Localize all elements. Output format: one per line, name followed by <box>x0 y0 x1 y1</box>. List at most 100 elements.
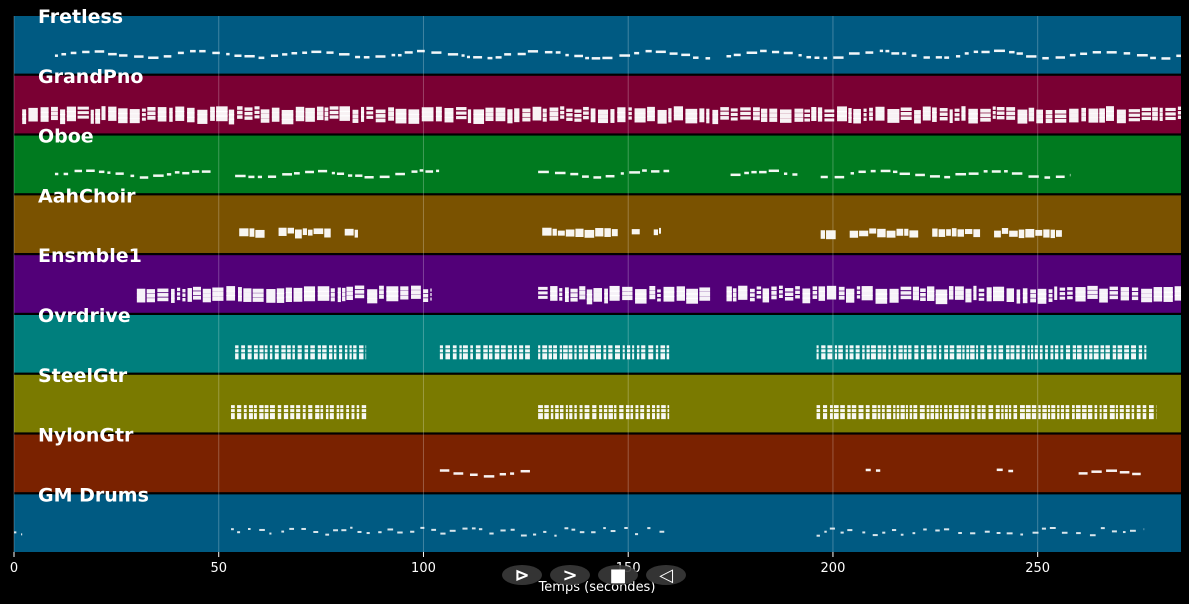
note <box>900 111 912 116</box>
note <box>939 112 948 116</box>
note <box>285 287 292 294</box>
note <box>266 289 276 294</box>
note <box>1028 175 1039 178</box>
note <box>281 109 294 116</box>
note <box>1017 114 1028 120</box>
note <box>1084 349 1088 353</box>
note <box>235 349 239 353</box>
note <box>253 353 258 360</box>
note <box>1050 229 1055 239</box>
note <box>254 106 260 110</box>
track-label-oboe: Oboe <box>38 126 94 148</box>
note <box>538 286 548 290</box>
note <box>1010 345 1015 349</box>
note <box>445 345 451 349</box>
note <box>816 409 821 413</box>
note <box>421 107 434 113</box>
note <box>1131 409 1135 413</box>
note <box>1084 353 1088 360</box>
note <box>367 289 378 295</box>
note <box>330 297 335 302</box>
note <box>730 117 738 121</box>
note <box>550 286 558 292</box>
note <box>826 230 836 240</box>
stop-button[interactable]: ■ <box>598 565 638 586</box>
note <box>216 106 228 113</box>
note <box>243 288 252 293</box>
note <box>61 52 67 56</box>
note <box>28 112 38 117</box>
note <box>354 285 365 290</box>
note <box>339 349 343 353</box>
note <box>685 113 698 119</box>
note <box>653 229 659 236</box>
note <box>235 353 239 360</box>
note <box>1081 107 1086 113</box>
note <box>1136 405 1141 409</box>
note <box>818 295 826 301</box>
note <box>980 345 985 349</box>
note <box>816 534 820 537</box>
note <box>976 353 979 360</box>
note <box>608 353 613 360</box>
note <box>361 405 367 409</box>
forward-button[interactable]: > <box>550 565 590 586</box>
note <box>157 107 167 113</box>
note <box>532 533 537 536</box>
note <box>1065 353 1071 360</box>
note <box>905 405 908 409</box>
note <box>953 409 959 413</box>
note <box>435 115 442 122</box>
note <box>340 413 344 420</box>
note <box>732 297 737 302</box>
note <box>744 171 749 175</box>
note <box>557 230 565 236</box>
note <box>628 111 632 116</box>
note <box>471 527 476 530</box>
note <box>115 172 124 175</box>
note <box>187 116 195 123</box>
note <box>871 349 876 353</box>
note <box>1119 471 1130 474</box>
note <box>900 286 912 291</box>
note <box>375 114 386 118</box>
note <box>419 169 424 172</box>
note <box>595 353 601 360</box>
note <box>22 118 27 125</box>
note <box>501 349 506 353</box>
note <box>60 109 66 116</box>
note <box>794 113 804 118</box>
note <box>579 409 583 413</box>
note <box>597 114 609 119</box>
note <box>304 353 309 360</box>
note <box>1106 115 1114 121</box>
note <box>187 292 192 298</box>
note <box>926 345 932 349</box>
note <box>532 106 542 112</box>
note <box>255 229 265 238</box>
note <box>1093 349 1099 353</box>
note <box>542 227 552 236</box>
play-button[interactable]: ⊳ <box>502 565 542 586</box>
note <box>622 291 633 296</box>
back-button[interactable]: ◁ <box>646 565 686 586</box>
note <box>645 49 652 53</box>
note <box>837 106 847 113</box>
note <box>838 345 843 349</box>
note <box>507 345 512 349</box>
track-lane-ovrdrive <box>14 315 1181 373</box>
note <box>1141 297 1153 303</box>
note <box>659 530 665 533</box>
note <box>1044 176 1051 179</box>
note <box>1117 345 1123 349</box>
track-lane-ensmble1 <box>14 255 1181 313</box>
note <box>1008 469 1014 473</box>
note <box>336 409 340 413</box>
note <box>28 116 38 122</box>
note <box>336 405 340 409</box>
track-lane-fretless <box>14 16 1181 74</box>
note <box>826 290 837 296</box>
note <box>584 405 590 409</box>
note <box>753 107 760 112</box>
note <box>872 413 877 420</box>
